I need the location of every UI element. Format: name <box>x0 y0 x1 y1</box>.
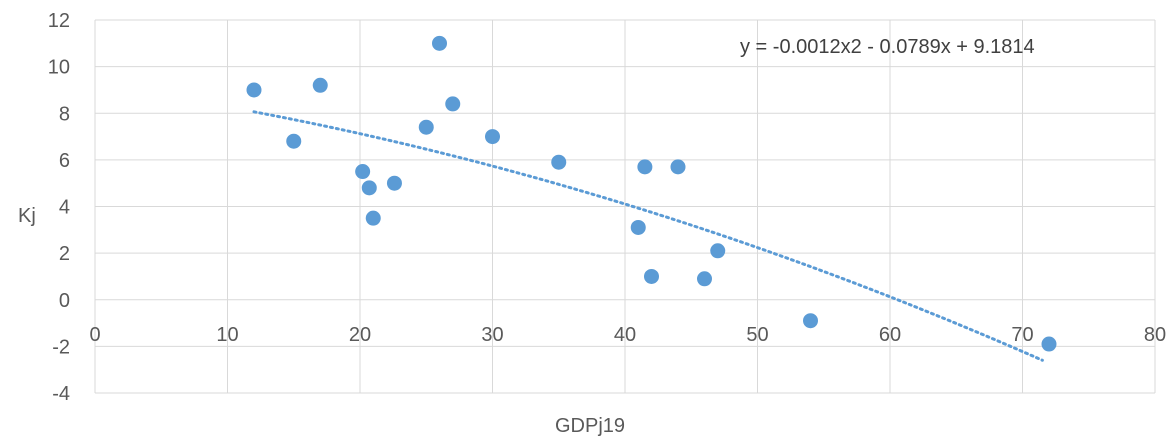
data-point <box>386 175 402 191</box>
y-tick-label: 6 <box>59 150 70 172</box>
data-point <box>418 119 434 135</box>
gridlines <box>94 19 1156 394</box>
data-points <box>246 35 1057 352</box>
data-point <box>1041 336 1057 352</box>
x-tick-label: 40 <box>614 324 636 346</box>
x-tick-label: 10 <box>216 324 238 346</box>
x-axis-tick-labels: 0 10 20 30 40 50 60 70 80 <box>89 324 1166 346</box>
data-point <box>361 180 377 196</box>
y-axis-title: Kj <box>18 205 36 227</box>
data-point <box>286 133 302 149</box>
data-point <box>312 77 328 93</box>
x-axis-title: GDPj19 <box>555 415 625 437</box>
y-tick-label: 4 <box>59 197 70 219</box>
trendline <box>252 110 1044 362</box>
y-axis-tick-labels: 12 10 8 6 4 2 0 -2 -4 <box>48 10 70 405</box>
data-point <box>710 243 726 259</box>
data-point <box>365 210 381 226</box>
y-tick-label: 8 <box>59 103 70 125</box>
x-tick-label: 30 <box>481 324 503 346</box>
data-point <box>637 159 653 175</box>
data-point <box>644 268 659 284</box>
trendline-equation: y = -0.0012x2 - 0.0789x + 9.1814 <box>740 36 1035 58</box>
x-tick-label: 70 <box>1011 324 1033 346</box>
data-point <box>803 313 818 329</box>
y-tick-label: 2 <box>59 243 70 265</box>
y-tick-label: -2 <box>52 336 70 358</box>
x-tick-label: 80 <box>1144 324 1166 346</box>
x-tick-label: 60 <box>879 324 901 346</box>
data-point <box>551 154 567 170</box>
data-point <box>432 35 447 51</box>
data-point <box>445 96 461 112</box>
x-tick-label: 50 <box>746 324 768 346</box>
x-tick-label: 0 <box>89 324 100 346</box>
data-point <box>355 164 371 180</box>
y-tick-label: 10 <box>48 57 70 79</box>
trendline-group <box>252 110 1044 362</box>
y-tick-label: 12 <box>48 10 70 32</box>
data-point <box>246 82 262 98</box>
data-point <box>697 271 712 287</box>
y-tick-label: -4 <box>52 383 70 405</box>
data-point <box>485 129 500 145</box>
y-tick-label: 0 <box>59 290 70 312</box>
data-point <box>630 219 646 235</box>
x-tick-label: 20 <box>349 324 371 346</box>
data-point <box>670 159 686 175</box>
